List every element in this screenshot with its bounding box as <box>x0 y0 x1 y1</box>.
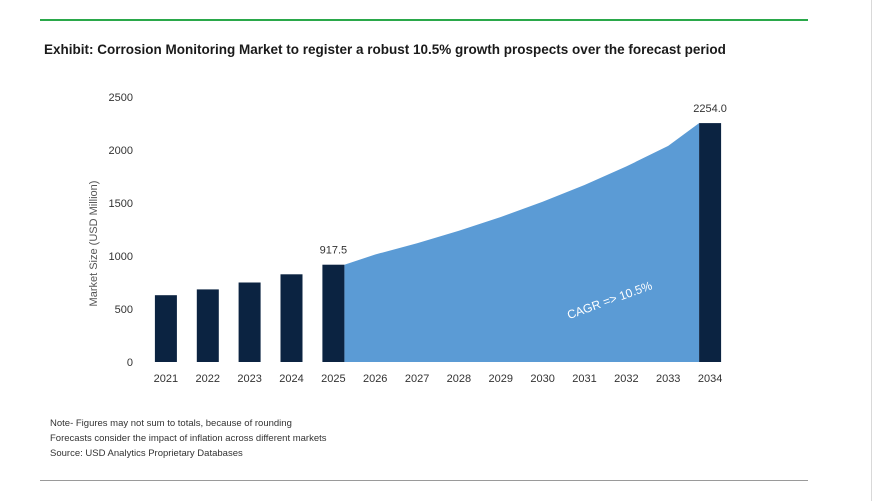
y-tick-label: 500 <box>115 304 133 316</box>
bar-2034 <box>699 123 722 362</box>
x-tick-label: 2025 <box>321 373 345 385</box>
y-tick-label: 0 <box>127 357 133 369</box>
y-axis-label: Market Size (USD Million) <box>88 181 100 307</box>
top-accent-line <box>40 19 808 21</box>
notes-block: Note- Figures may not sum to totals, bec… <box>50 416 327 461</box>
y-tick-label: 1500 <box>109 198 133 210</box>
bar-2023 <box>238 282 261 362</box>
y-tick-label: 2000 <box>109 145 133 157</box>
x-tick-label: 2021 <box>154 373 178 385</box>
x-tick-label: 2033 <box>656 373 680 385</box>
x-tick-label: 2031 <box>572 373 596 385</box>
chart-title: Exhibit: Corrosion Monitoring Market to … <box>44 42 726 57</box>
x-tick-label: 2034 <box>698 373 722 385</box>
x-tick-label: 2022 <box>196 373 220 385</box>
x-tick-label: 2029 <box>489 373 513 385</box>
bar-2024 <box>280 274 303 362</box>
x-tick-label: 2030 <box>530 373 554 385</box>
x-tick-label: 2024 <box>279 373 303 385</box>
bottom-divider <box>40 480 808 481</box>
y-tick-label: 1000 <box>109 251 133 263</box>
y-tick-label: 2500 <box>109 92 133 104</box>
bar-2021 <box>154 295 177 362</box>
x-tick-label: 2026 <box>363 373 387 385</box>
x-tick-label: 2023 <box>237 373 261 385</box>
note-source: Source: USD Analytics Proprietary Databa… <box>50 448 243 459</box>
x-tick-label: 2032 <box>614 373 638 385</box>
data-label-2034: 2254.0 <box>693 103 727 115</box>
forecast-area <box>344 123 700 362</box>
data-label-2025: 917.5 <box>320 245 348 257</box>
note-inflation: Forecasts consider the impact of inflati… <box>50 433 327 444</box>
x-tick-label: 2027 <box>405 373 429 385</box>
bar-2025 <box>322 264 345 362</box>
note-rounding: Note- Figures may not sum to totals, bec… <box>50 418 292 429</box>
x-tick-label: 2028 <box>447 373 471 385</box>
bar-2022 <box>196 289 219 362</box>
